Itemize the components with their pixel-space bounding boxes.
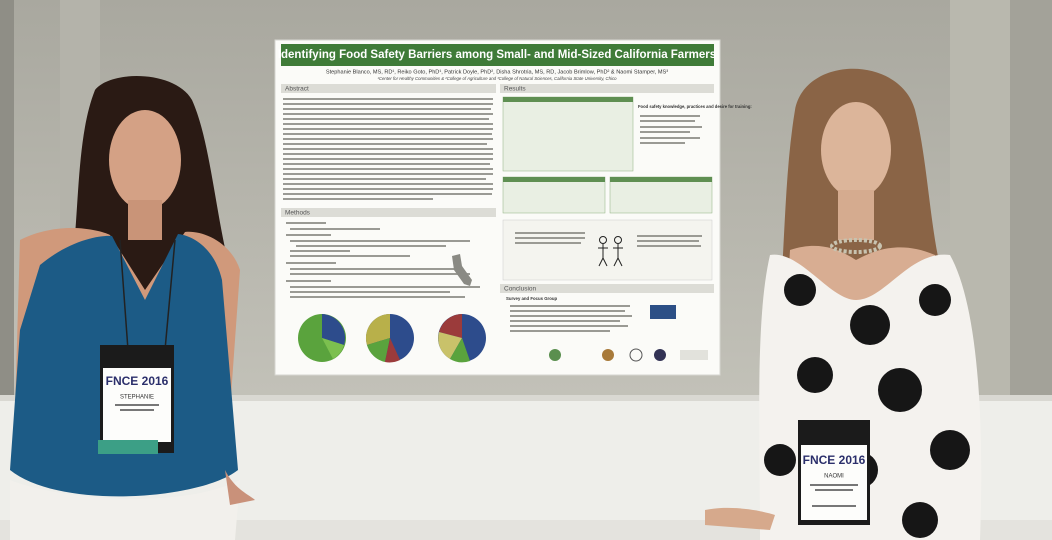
section-bar <box>281 84 496 93</box>
section-heading: Results <box>504 86 526 93</box>
results-table <box>502 96 634 172</box>
badge-name: STEPHANIE <box>120 395 154 401</box>
poster-affiliation: ¹Center for Healthy Communities & ²Colle… <box>377 76 617 81</box>
poster-title: Identifying Food Safety Barriers among S… <box>278 49 716 61</box>
conclusion-heading: Survey and Focus Group <box>506 296 557 301</box>
pie-chart <box>438 314 486 363</box>
badge-event: FNCE 2016 <box>803 453 866 467</box>
section-heading: Methods <box>285 210 311 217</box>
section-heading: Abstract <box>285 86 309 93</box>
badge-name: NAOMI <box>824 474 844 480</box>
map-icon <box>452 254 472 286</box>
conclusion-text <box>510 305 632 332</box>
results-box-heading: Food safety knowledge, practices and des… <box>638 104 752 109</box>
section-bar <box>500 84 714 93</box>
person-left <box>10 76 255 540</box>
pie-chart <box>298 314 346 362</box>
results-text <box>640 115 702 144</box>
methods-text <box>286 222 480 298</box>
poster-authors: Stephanie Blanco, MS, RD¹, Reiko Goto, P… <box>326 69 668 75</box>
badge-right: FNCE 2016 NAOMI <box>798 420 870 525</box>
table-edge <box>0 395 1052 401</box>
section-bar <box>281 208 496 217</box>
pie-chart <box>365 313 414 363</box>
section-bar <box>500 284 714 293</box>
logos <box>549 305 708 362</box>
themes-box <box>502 219 713 281</box>
poster: Identifying Food Safety Barriers among S… <box>274 39 752 376</box>
section-heading: Conclusion <box>504 286 537 293</box>
results-table <box>502 176 713 214</box>
badge-left: FNCE 2016 STEPHANIE <box>98 345 174 454</box>
title-bar <box>281 44 714 66</box>
wall-panel <box>1010 0 1052 410</box>
abstract-text <box>283 98 493 200</box>
wall-edge <box>0 0 14 410</box>
badge-event: FNCE 2016 <box>106 374 169 388</box>
